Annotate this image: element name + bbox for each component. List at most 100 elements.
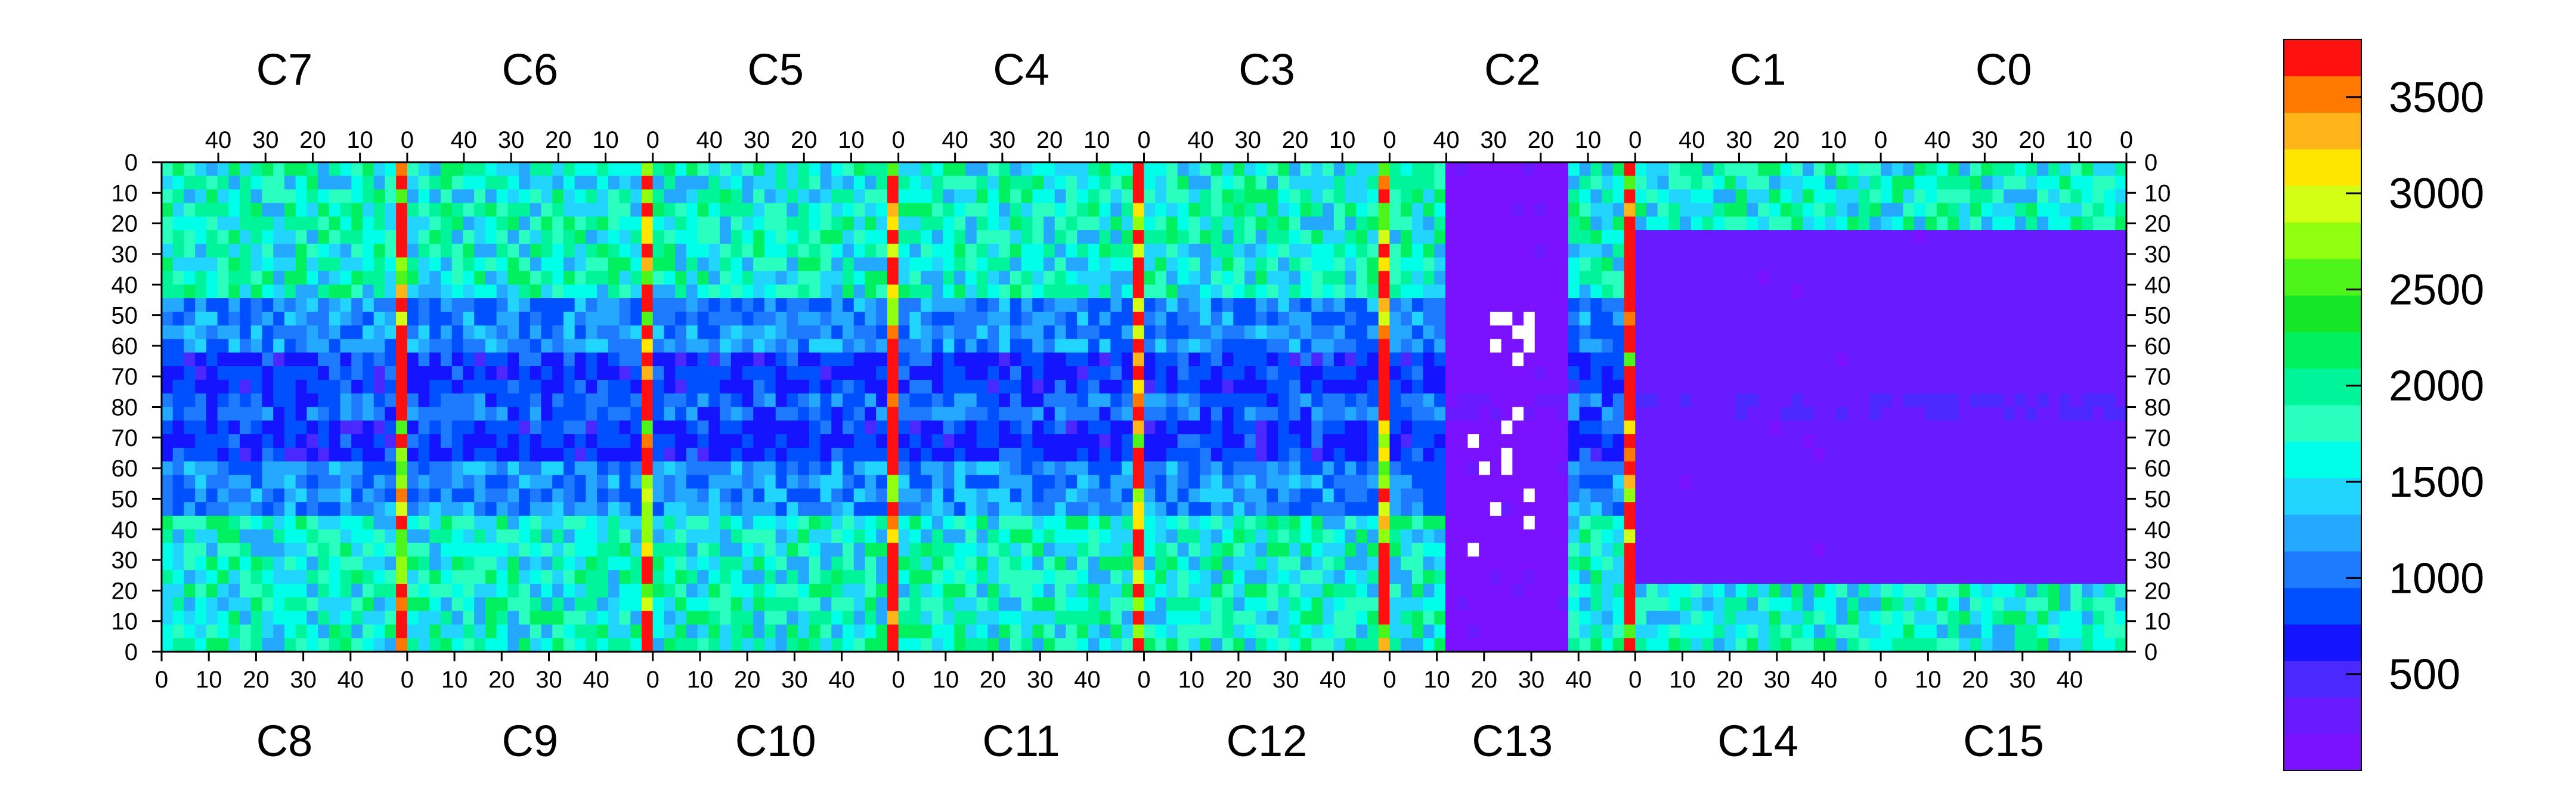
heatmap-cell [1177, 624, 1189, 639]
heatmap-cell [373, 393, 386, 408]
heatmap-cell [1244, 352, 1256, 367]
heatmap-cell [608, 556, 620, 571]
heatmap-cell [228, 352, 240, 367]
heatmap-cell [1356, 624, 1368, 639]
heatmap-cell [396, 325, 408, 340]
heatmap-cell [876, 243, 888, 258]
heatmap-cell [1267, 624, 1278, 639]
heatmap-cell [318, 230, 330, 244]
heatmap-cell [1479, 216, 1491, 231]
heatmap-cell [1534, 447, 1547, 462]
heatmap-cell [1423, 515, 1435, 530]
heatmap-cell [407, 379, 419, 394]
heatmap-cell [753, 243, 765, 258]
heatmap-cell [1401, 488, 1413, 503]
heatmap-cell [574, 203, 587, 217]
heatmap-cell [1110, 420, 1122, 435]
heatmap-cell [1524, 502, 1535, 516]
heatmap-cell [775, 162, 788, 177]
heatmap-cell [1635, 230, 1647, 244]
heatmap-cell [1122, 230, 1134, 244]
heatmap-cell [1233, 203, 1245, 217]
heatmap-cell [228, 230, 240, 244]
heatmap-cell [485, 162, 497, 177]
heatmap-cell [1278, 570, 1290, 584]
heatmap-cell [273, 325, 285, 340]
heatmap-cell [1378, 447, 1390, 462]
heatmap-cell [664, 447, 676, 462]
heatmap-cell [273, 175, 285, 190]
heatmap-cell [1456, 434, 1469, 448]
heatmap-cell [1501, 502, 1513, 516]
heatmap-cell [1066, 216, 1078, 231]
heatmap-cell [530, 488, 542, 503]
heatmap-cell [1612, 162, 1625, 177]
heatmap-cell [1467, 311, 1479, 326]
heatmap-cell [798, 638, 810, 652]
heatmap-cell [597, 570, 609, 584]
heatmap-cell [1624, 325, 1636, 340]
heatmap-cell [809, 434, 821, 448]
heatmap-cell [1524, 556, 1535, 571]
heatmap-cell [485, 393, 497, 408]
heatmap-cell [519, 583, 531, 598]
heatmap-cell [1044, 230, 1055, 244]
heatmap-cell [787, 570, 798, 584]
heatmap-cell [441, 352, 453, 367]
heatmap-cell [485, 502, 497, 516]
heatmap-cell [1646, 461, 1658, 476]
heatmap-cell [608, 638, 620, 652]
heatmap-cell [1132, 420, 1145, 435]
heatmap-cell [1132, 311, 1145, 326]
heatmap-cell [954, 624, 966, 639]
heatmap-cell [1200, 352, 1212, 367]
heatmap-cell [1479, 311, 1491, 326]
heatmap-cell [965, 366, 977, 380]
heatmap-cell [1144, 311, 1156, 326]
heatmap-cell [619, 203, 631, 217]
heatmap-cell [1021, 203, 1033, 217]
heatmap-cell [742, 434, 754, 448]
heatmap-cell [697, 284, 709, 299]
heatmap-cell [1244, 189, 1256, 204]
heatmap-cell [764, 556, 776, 571]
heatmap-cell [1255, 624, 1268, 639]
heatmap-cell [909, 529, 921, 544]
heatmap-cell [775, 461, 788, 476]
heatmap-cell [909, 379, 921, 394]
heatmap-cell [1144, 271, 1156, 285]
heatmap-cell [507, 271, 519, 285]
heatmap-cell [921, 284, 933, 299]
heatmap-cell [1222, 271, 1234, 285]
heatmap-cell [999, 311, 1011, 326]
heatmap-cell [619, 434, 631, 448]
heatmap-cell [1411, 216, 1424, 231]
heatmap-cell [1110, 325, 1122, 340]
heatmap-cell [295, 407, 307, 421]
heatmap-cell [1278, 325, 1290, 340]
heatmap-cell [887, 271, 899, 285]
heatmap-cell [753, 515, 765, 530]
heatmap-cell [1345, 271, 1357, 285]
heatmap-cell [608, 488, 620, 503]
heatmap-cell [1467, 271, 1479, 285]
heatmap-cell [1200, 284, 1212, 299]
heatmap-cell [1546, 624, 1558, 639]
heatmap-cell [441, 407, 453, 421]
heatmap-cell [574, 529, 587, 544]
heatmap-cell [1200, 203, 1212, 217]
heatmap-cell [463, 203, 475, 217]
heatmap-cell [184, 529, 196, 544]
heatmap-cell [1210, 352, 1223, 367]
heatmap-cell [1289, 352, 1301, 367]
heatmap-cell [1021, 488, 1033, 503]
heatmap-cell [519, 624, 531, 639]
heatmap-cell [273, 420, 285, 435]
heatmap-cell [1021, 325, 1033, 340]
heatmap-cell [1546, 366, 1558, 380]
heatmap-cell [1188, 420, 1200, 435]
heatmap-cell [1367, 624, 1379, 639]
heatmap-cell [1188, 624, 1200, 639]
heatmap-cell [1546, 515, 1558, 530]
heatmap-cell [206, 243, 218, 258]
